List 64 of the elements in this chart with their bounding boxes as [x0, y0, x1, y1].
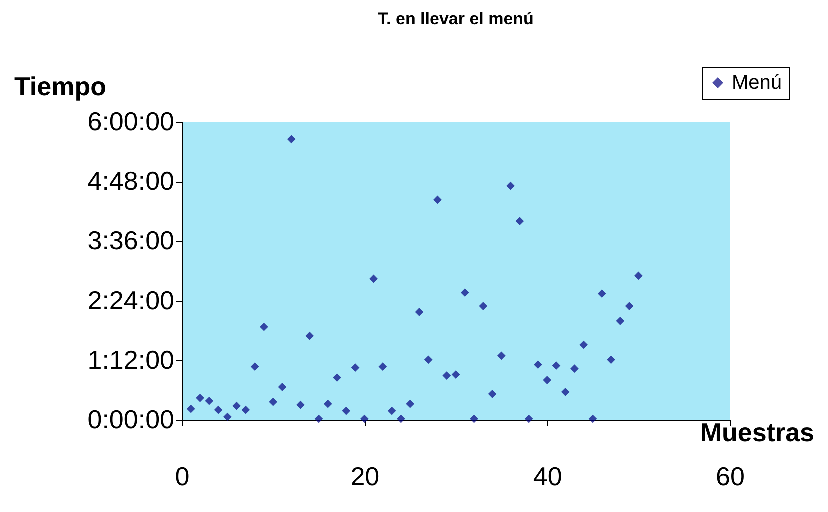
point: [460, 288, 470, 298]
point: [625, 302, 634, 310]
y-tick-label: 6:00:00: [88, 106, 174, 136]
point: [388, 406, 396, 416]
point: [333, 374, 342, 382]
chart-title: T. en llevar el menú: [378, 10, 534, 28]
point: [196, 394, 204, 402]
point: [470, 414, 478, 424]
x-tick-label: 60: [716, 462, 745, 492]
point: [260, 322, 268, 332]
x-axis-title: Muestras: [700, 418, 814, 448]
y-tick-label: 4:48:00: [88, 166, 174, 196]
point: [269, 398, 278, 406]
point: [543, 376, 552, 384]
point: [342, 406, 351, 416]
point: [397, 414, 406, 424]
point: [452, 370, 460, 379]
x-tick-label: 0: [175, 462, 190, 492]
point: [570, 364, 579, 374]
y-tick-label: 2:24:00: [88, 285, 174, 316]
point: [324, 400, 332, 408]
point: [434, 196, 442, 204]
point: [242, 406, 250, 414]
x-tick-label: 40: [533, 462, 562, 492]
legend-label: Menú: [732, 72, 782, 94]
point: [479, 302, 488, 310]
point: [506, 182, 515, 190]
point: [186, 404, 196, 414]
point: [406, 400, 415, 408]
point: [415, 308, 424, 316]
point: [488, 390, 497, 398]
point: [580, 340, 588, 350]
point: [534, 360, 542, 370]
point: [351, 364, 360, 372]
point: [588, 414, 598, 424]
point: [561, 388, 570, 396]
point: [524, 414, 534, 424]
point: [205, 396, 214, 406]
point: [287, 135, 296, 144]
point: [250, 362, 260, 372]
y-axis-title: Tiempo: [14, 72, 106, 102]
point: [370, 274, 378, 284]
y-tick-label: 0:00:00: [88, 404, 174, 434]
x-tick-label: 20: [350, 462, 380, 492]
point: [214, 406, 223, 414]
point: [278, 383, 287, 392]
point: [598, 290, 606, 298]
point: [552, 362, 561, 370]
point: [223, 412, 232, 422]
point: [424, 356, 433, 364]
point: [232, 402, 241, 410]
point: [616, 316, 625, 326]
point: [360, 414, 369, 424]
y-tick-label: 1:12:00: [88, 344, 174, 375]
point: [442, 372, 452, 380]
point: [634, 272, 643, 280]
point: [306, 332, 314, 340]
point: [378, 362, 388, 372]
point: [516, 217, 524, 226]
y-tick-label: 3:36:00: [88, 226, 174, 256]
point: [607, 356, 616, 364]
point: [314, 414, 324, 424]
point: [497, 352, 506, 360]
point: [296, 400, 305, 410]
